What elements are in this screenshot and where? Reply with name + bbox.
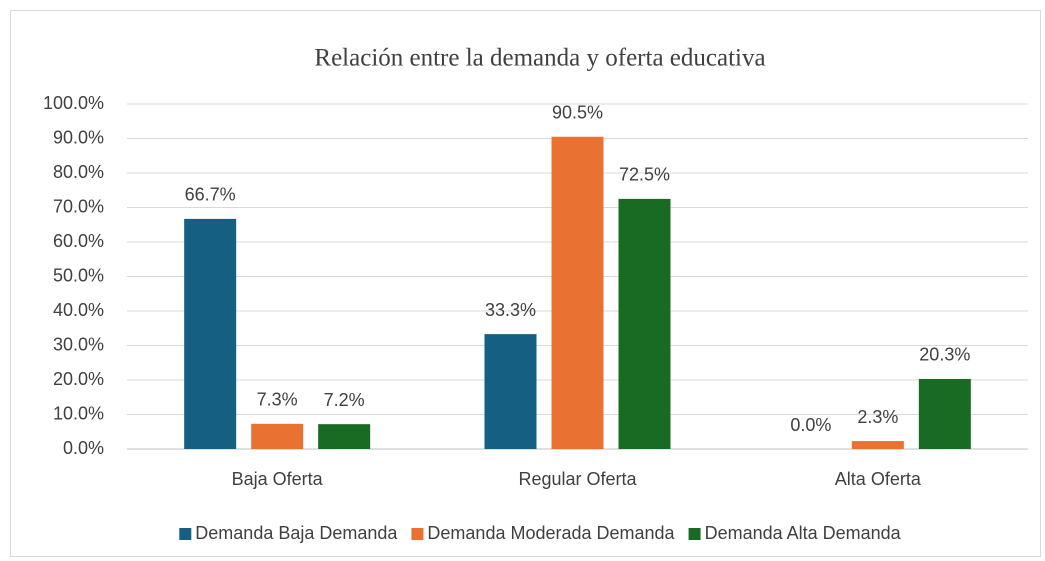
- legend-swatch: [179, 528, 192, 540]
- y-tick-label: 80.0%: [53, 162, 104, 182]
- bar: [851, 441, 904, 449]
- y-tick-label: 100.0%: [43, 93, 104, 113]
- value-label: 0.0%: [790, 415, 831, 435]
- y-tick-label: 50.0%: [53, 265, 104, 285]
- y-tick-label: 60.0%: [53, 231, 104, 251]
- legend-label: Demanda Moderada Demanda: [427, 523, 675, 543]
- y-tick-label: 70.0%: [53, 196, 104, 216]
- value-label: 72.5%: [619, 165, 670, 185]
- legend-label: Demanda Alta Demanda: [705, 523, 902, 543]
- chart-title: Relación entre la demanda y oferta educa…: [314, 45, 765, 72]
- value-label: 20.3%: [919, 345, 970, 365]
- bar: [484, 334, 537, 449]
- bar: [551, 136, 604, 449]
- x-tick-label: Baja Oferta: [232, 469, 324, 489]
- legend-swatch: [411, 528, 424, 540]
- value-label: 90.5%: [552, 103, 603, 123]
- x-tick-label: Regular Oferta: [518, 469, 637, 489]
- value-label: 2.3%: [857, 407, 898, 427]
- y-tick-label: 10.0%: [53, 403, 104, 423]
- y-tick-label: 0.0%: [63, 438, 104, 458]
- chart-border: [10, 10, 1041, 557]
- bar: [184, 218, 237, 449]
- value-label: 66.7%: [185, 185, 236, 205]
- y-tick-label: 20.0%: [53, 369, 104, 389]
- value-label: 7.2%: [324, 390, 365, 410]
- bar: [251, 423, 304, 449]
- bar: [918, 378, 971, 449]
- value-label: 33.3%: [485, 300, 536, 320]
- y-tick-label: 90.0%: [53, 127, 104, 147]
- bar: [318, 424, 371, 449]
- bar: [618, 198, 671, 449]
- y-tick-label: 30.0%: [53, 334, 104, 354]
- y-tick-label: 40.0%: [53, 300, 104, 320]
- legend-swatch: [688, 528, 701, 540]
- value-label: 7.3%: [257, 390, 298, 410]
- x-tick-label: Alta Oferta: [835, 469, 922, 489]
- legend-label: Demanda Baja Demanda: [195, 523, 398, 543]
